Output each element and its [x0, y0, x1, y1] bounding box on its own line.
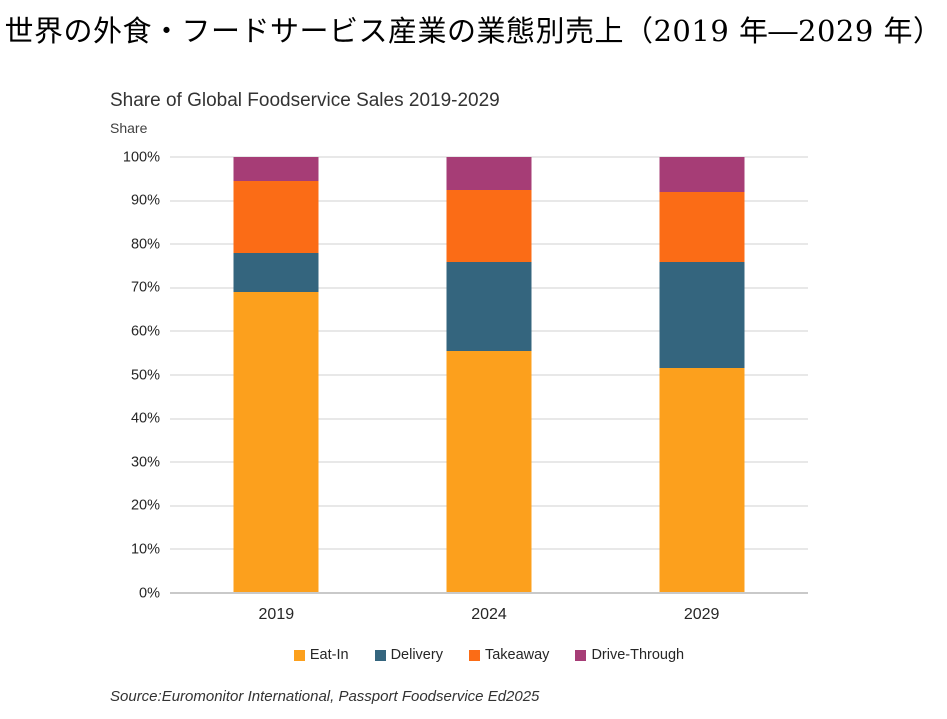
y-tick-label: 20%	[130, 497, 160, 514]
y-tick-label: 40%	[130, 410, 160, 427]
y-tick-label: 10%	[130, 541, 160, 558]
y-tick-label: 100%	[122, 148, 160, 165]
x-axis-baseline	[170, 592, 808, 594]
legend-swatch-icon	[374, 649, 386, 661]
legend: Eat-In Delivery Takeaway Drive-Through	[170, 648, 808, 663]
legend-item-takeaway: Takeaway	[468, 647, 550, 663]
chart-title: Share of Global Foodservice Sales 2019-2…	[110, 90, 500, 111]
legend-label: Delivery	[390, 647, 443, 663]
x-tick-label-2029: 2029	[683, 606, 720, 623]
legend-item-eat-in: Eat-In	[293, 647, 349, 663]
legend-swatch-icon	[468, 649, 480, 661]
gridline	[170, 156, 808, 158]
legend-label: Takeaway	[484, 647, 550, 663]
bar-segment-drive-through-2019	[233, 157, 319, 181]
bar-segment-drive-through-2029	[659, 157, 745, 192]
y-tick-label: 0%	[139, 584, 160, 601]
source-note: Source:Euromonitor International, Passpo…	[110, 688, 540, 705]
bar-segment-takeaway-2019	[233, 181, 319, 253]
y-tick-label: 90%	[130, 192, 160, 209]
legend-item-drive-through: Drive-Through	[575, 648, 684, 663]
plot-area: 0% 10% 20% 30% 40% 50% 60% 70% 80% 90% 100% 2019 202…	[123, 150, 808, 623]
legend-label: Drive-Through	[591, 647, 685, 663]
legend-swatch-icon	[575, 649, 587, 661]
y-tick-label: 80%	[130, 235, 160, 252]
stacked-bar-2029	[659, 157, 745, 593]
legend-item-delivery: Delivery	[374, 647, 443, 663]
stacked-bar-2019	[233, 157, 319, 593]
x-tick-label-2024: 2024	[471, 606, 507, 623]
bar-segment-eat-in-2029	[659, 368, 745, 593]
y-tick-label: 70%	[130, 279, 160, 296]
x-tick-label-2019: 2019	[258, 606, 295, 623]
y-tick-label: 60%	[130, 323, 160, 340]
bar-segment-drive-through-2024	[446, 157, 532, 190]
y-axis-title: Share	[110, 120, 148, 136]
bar-segment-eat-in-2024	[446, 351, 532, 593]
bar-segment-delivery-2024	[446, 261, 532, 352]
legend-label: Eat-In	[309, 647, 349, 663]
bar-segment-eat-in-2019	[233, 292, 319, 593]
bar-segment-delivery-2019	[233, 252, 319, 293]
page-title: 世界の外食・フードサービス産業の業態別売上（2019 年―2029 年）	[4, 14, 943, 48]
bar-segment-takeaway-2024	[446, 189, 532, 262]
bar-segment-takeaway-2029	[659, 191, 745, 262]
y-tick-label: 30%	[130, 453, 160, 470]
bar-segment-delivery-2029	[659, 261, 745, 369]
legend-swatch-icon	[293, 649, 305, 661]
stacked-bar-2024	[446, 157, 532, 593]
y-tick-label: 50%	[130, 366, 160, 383]
